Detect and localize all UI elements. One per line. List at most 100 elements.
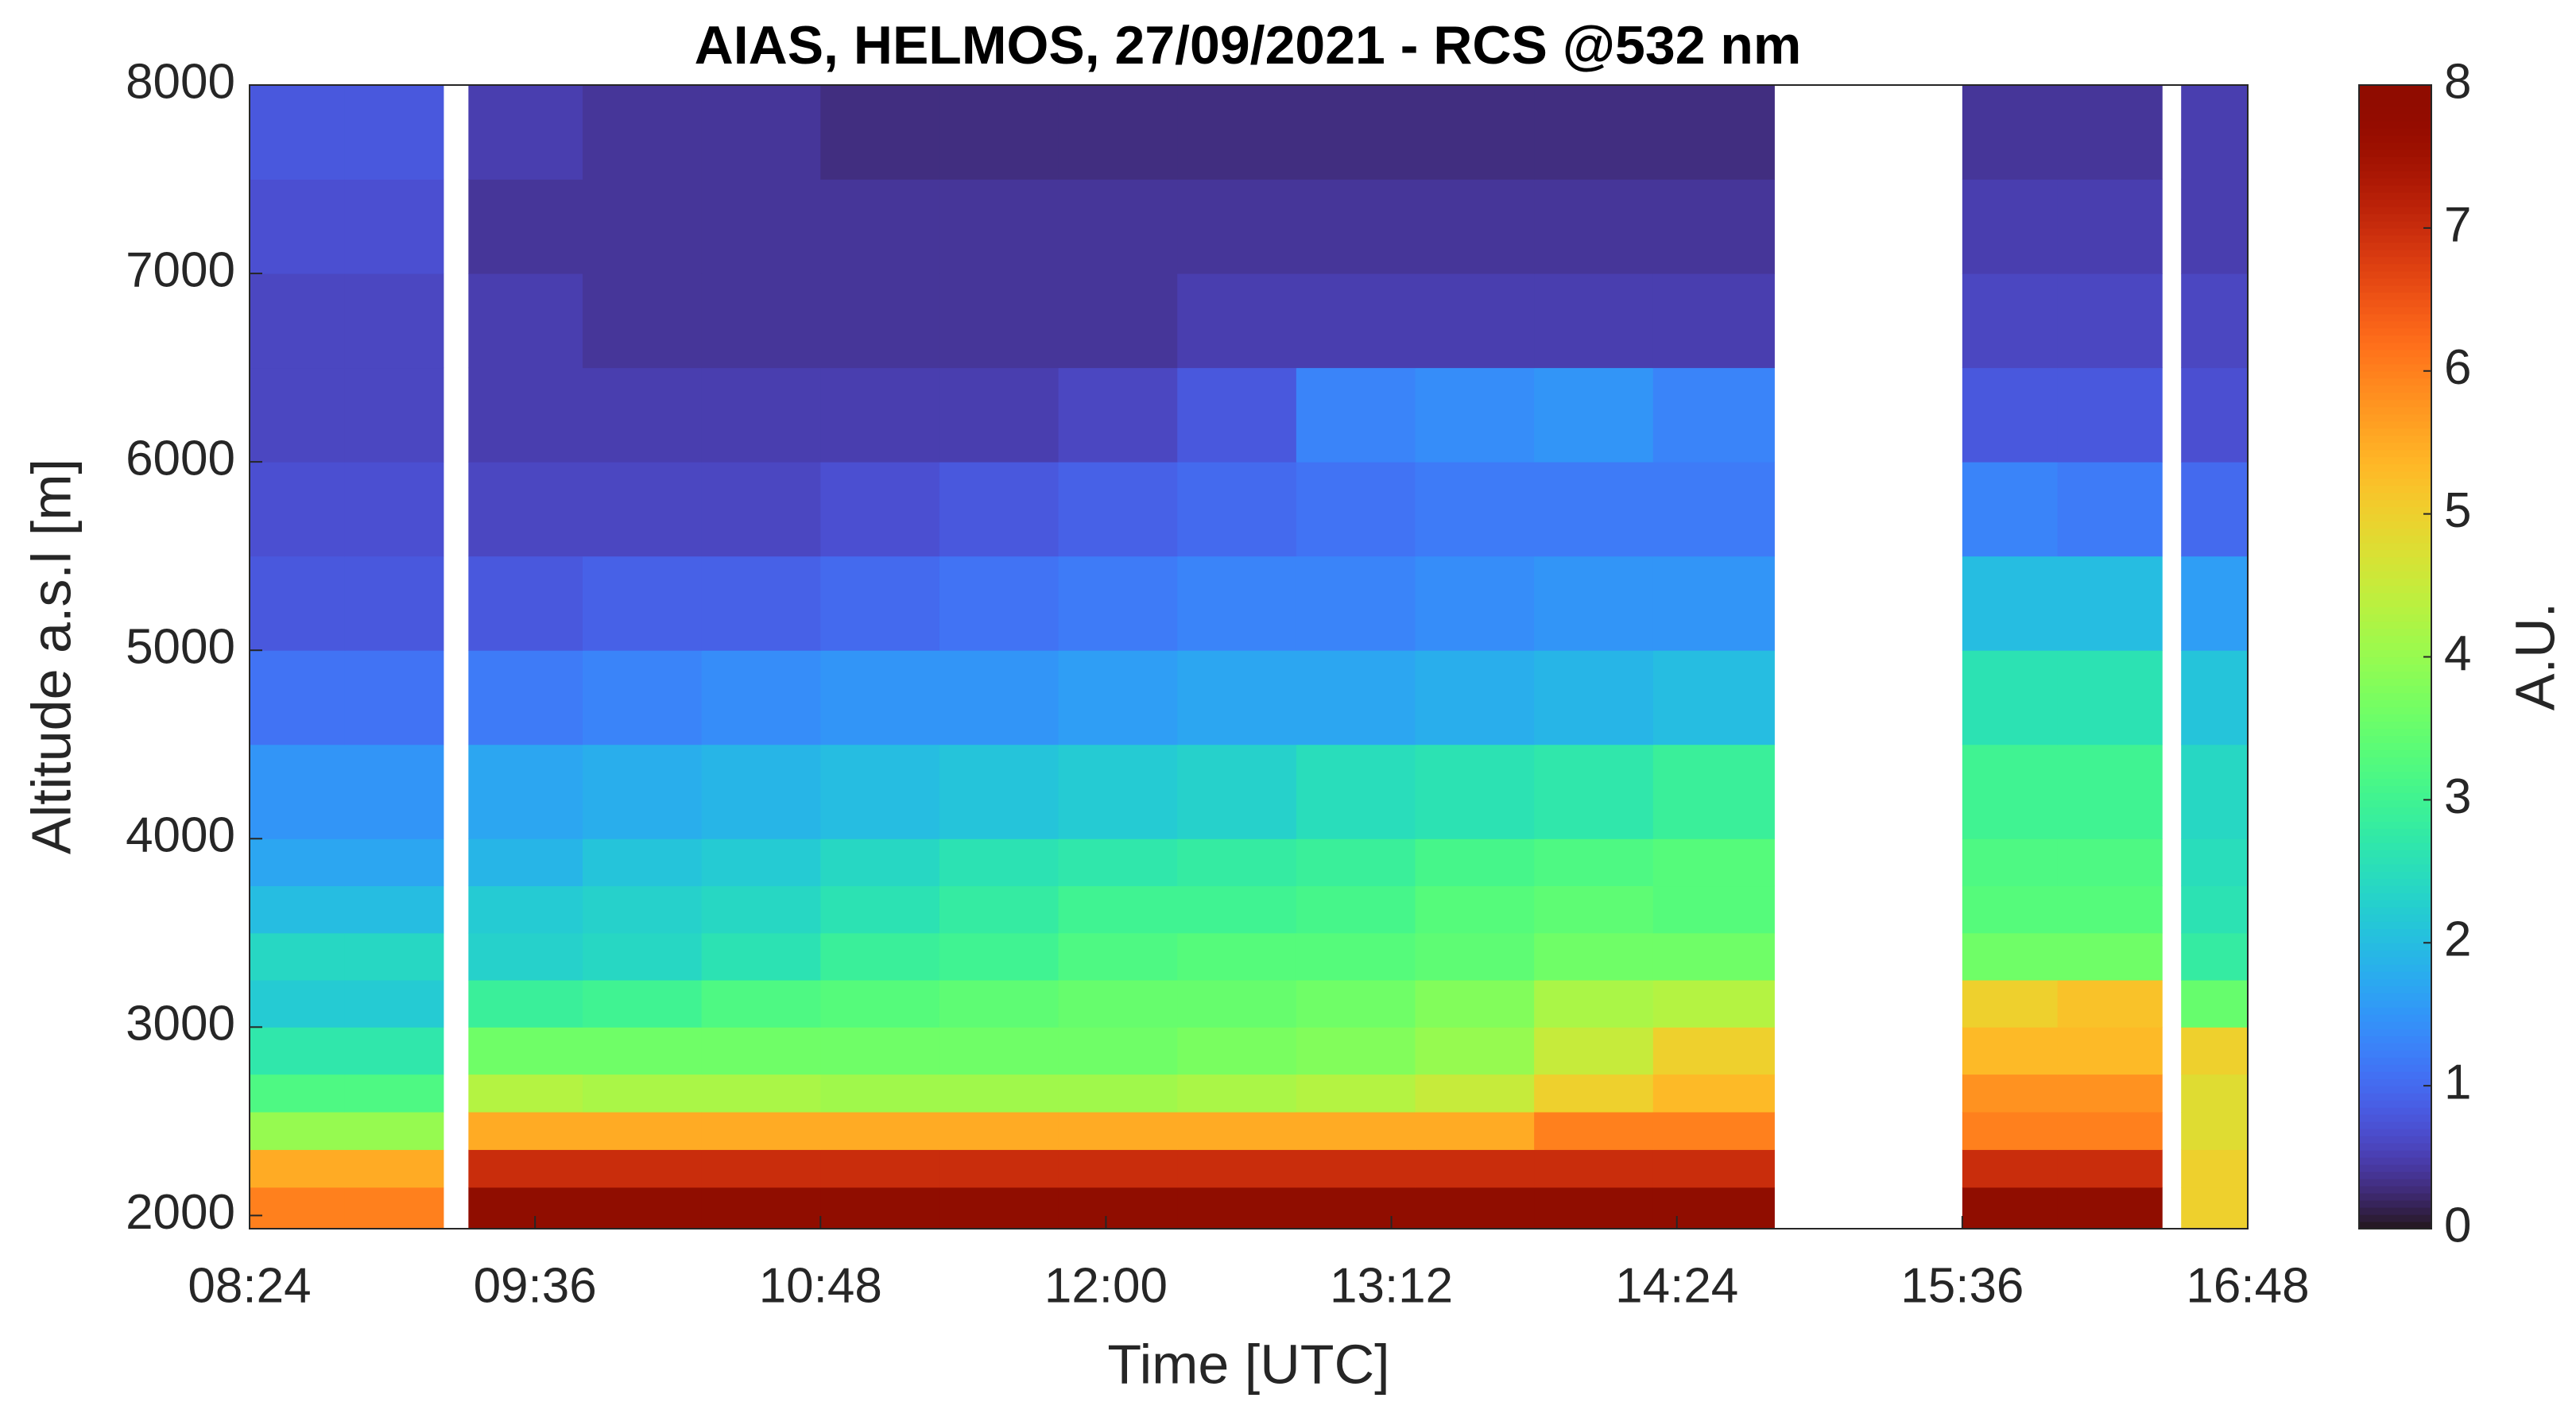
heat-cell [939,1074,1059,1113]
heat-cell [1296,367,1416,463]
colorbar-swatch [2359,664,2431,672]
heat-cell [1652,1112,1775,1150]
colorbar-swatch [2359,1121,2431,1129]
colorbar-swatch [2359,1207,2431,1215]
colorbar-swatch [2359,85,2431,93]
heat-cell [1415,1074,1535,1113]
heat-cell [344,885,444,934]
heat-cell [250,1112,346,1150]
heat-cell [1058,179,1178,274]
heat-cell [820,885,940,934]
colorbar-tick-label: 2 [2444,912,2471,967]
heat-cell [1962,1074,2059,1113]
heat-cell [1177,179,1297,274]
heat-cell [583,85,703,180]
colorbar-tick-label: 0 [2444,1198,2471,1253]
heat-cell [1177,1112,1297,1150]
heat-cell [1534,179,1654,274]
heat-cell [820,367,940,463]
heat-cell [1058,650,1178,745]
heat-cell [939,1112,1059,1150]
heat-cell [1415,556,1535,651]
colorbar-swatch [2359,349,2431,358]
heat-cell [583,838,703,887]
colorbar-swatch [2359,342,2431,350]
heat-cell [2057,1074,2163,1113]
colorbar-swatch [2359,606,2431,615]
colorbar-swatch [2359,685,2431,694]
heat-cell [1296,1112,1416,1150]
heat-cell [1415,85,1535,180]
heat-cell [701,1112,821,1150]
colorbar-swatch [2359,699,2431,708]
colorbar-swatch [2359,585,2431,594]
heat-cell [939,650,1059,745]
heat-cell [1962,462,2059,557]
heat-cell [344,1074,444,1113]
heat-cell [1296,1027,1416,1075]
colorbar-swatch [2359,864,2431,872]
colorbar-swatch [2359,599,2431,608]
heat-cell [701,1027,821,1075]
colorbar-swatch [2359,1164,2431,1172]
heat-cell [1415,462,1535,557]
colorbar-swatch [2359,113,2431,122]
heat-cell [344,1112,444,1150]
heat-cell [1962,367,2059,463]
heat-cell [1962,744,2059,839]
colorbar-swatch [2359,735,2431,744]
heat-cell [820,744,940,839]
colorbar-swatch [2359,134,2431,143]
heat-cell [820,273,940,369]
heat-cell [1962,980,2059,1028]
heat-cell [1962,838,2059,887]
x-tick-label: 16:48 [2186,1258,2309,1313]
heat-cell [344,744,444,839]
colorbar-swatch [2359,485,2431,494]
colorbar-swatch [2359,192,2431,200]
heat-cell [1652,179,1775,274]
colorbar-swatch [2359,578,2431,587]
heat-cell [1177,838,1297,887]
colorbar-swatch [2359,199,2431,207]
heat-cell [583,462,703,557]
x-tick-label: 10:48 [759,1258,882,1313]
heat-cell [1058,462,1178,557]
heat-cell [250,650,346,745]
colorbar-swatch [2359,499,2431,508]
colorbar-swatch [2359,521,2431,529]
heat-cell [1177,932,1297,981]
colorbar-tick-label: 1 [2444,1055,2471,1110]
heat-cell [939,1149,1059,1188]
colorbar-swatch [2359,463,2431,472]
colorbar-swatch [2359,99,2431,107]
heat-cell [1058,1187,1178,1229]
y-tick-label: 3000 [126,997,235,1051]
heat-cell [468,838,583,887]
colorbar-swatch [2359,513,2431,522]
heat-cell [468,462,583,557]
colorbar-swatch [2359,1078,2431,1086]
heat-cell [1177,367,1297,463]
heat-cell [1177,1074,1297,1113]
heat-cell [1534,1187,1654,1229]
colorbar-swatch [2359,442,2431,451]
heat-cell [939,1027,1059,1075]
heat-cell [250,838,346,887]
heat-cell [1534,1074,1654,1113]
heat-cell [701,179,821,274]
heat-cell [701,1187,821,1229]
colorbar-swatch [2359,184,2431,193]
heat-cell [2181,367,2249,463]
colorbar-swatch [2359,900,2431,908]
heat-cell [820,1074,940,1113]
chart-title: AIAS, HELMOS, 27/09/2021 - RCS @532 nm [695,15,1802,76]
colorbar-swatch [2359,1222,2431,1229]
heat-cell [939,744,1059,839]
colorbar-swatch [2359,563,2431,572]
heat-cell [2057,838,2163,887]
heat-cell [583,744,703,839]
heat-cell [1177,85,1297,180]
colorbar-swatch [2359,470,2431,479]
heat-cell [250,462,346,557]
